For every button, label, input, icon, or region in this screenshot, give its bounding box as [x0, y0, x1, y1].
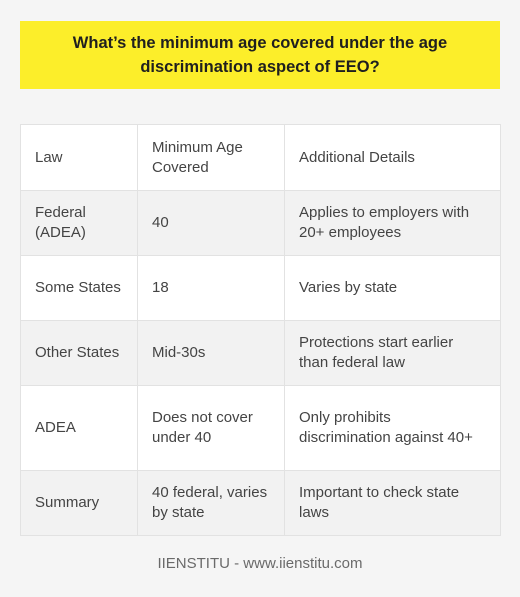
table-row: Other States Mid-30s Protections start e… [20, 320, 501, 386]
cell-law: ADEA [20, 385, 138, 471]
cell-details: Important to check state laws [284, 470, 501, 536]
header-minimum-age: Minimum Age Covered [137, 124, 285, 191]
header-law: Law [20, 124, 138, 191]
cell-minimum-age: Does not cover under 40 [137, 385, 285, 471]
cell-minimum-age: 40 [137, 190, 285, 256]
table-row: ADEA Does not cover under 40 Only prohib… [20, 385, 501, 471]
cell-law: Federal (ADEA) [20, 190, 138, 256]
table-row: Some States 18 Varies by state [20, 255, 501, 321]
cell-minimum-age: 18 [137, 255, 285, 321]
cell-details: Only prohibits discrimination against 40… [284, 385, 501, 471]
cell-law: Other States [20, 320, 138, 386]
cell-details: Varies by state [284, 255, 501, 321]
cell-details: Protections start earlier than federal l… [284, 320, 501, 386]
cell-minimum-age: Mid-30s [137, 320, 285, 386]
footer-credit: IIENSTITU - www.iienstitu.com [157, 555, 363, 572]
table-header-row: Law Minimum Age Covered Additional Detai… [20, 124, 501, 191]
cell-minimum-age: 40 federal, varies by state [137, 470, 285, 536]
page-title: What’s the minimum age covered under the… [20, 21, 500, 89]
table-row: Federal (ADEA) 40 Applies to employers w… [20, 190, 501, 256]
age-coverage-table: Law Minimum Age Covered Additional Detai… [20, 124, 501, 536]
cell-law: Summary [20, 470, 138, 536]
header-additional-details: Additional Details [284, 124, 501, 191]
page-title-text: What’s the minimum age covered under the… [72, 34, 448, 76]
cell-details: Applies to employers with 20+ employees [284, 190, 501, 256]
table-row: Summary 40 federal, varies by state Impo… [20, 470, 501, 536]
cell-law: Some States [20, 255, 138, 321]
